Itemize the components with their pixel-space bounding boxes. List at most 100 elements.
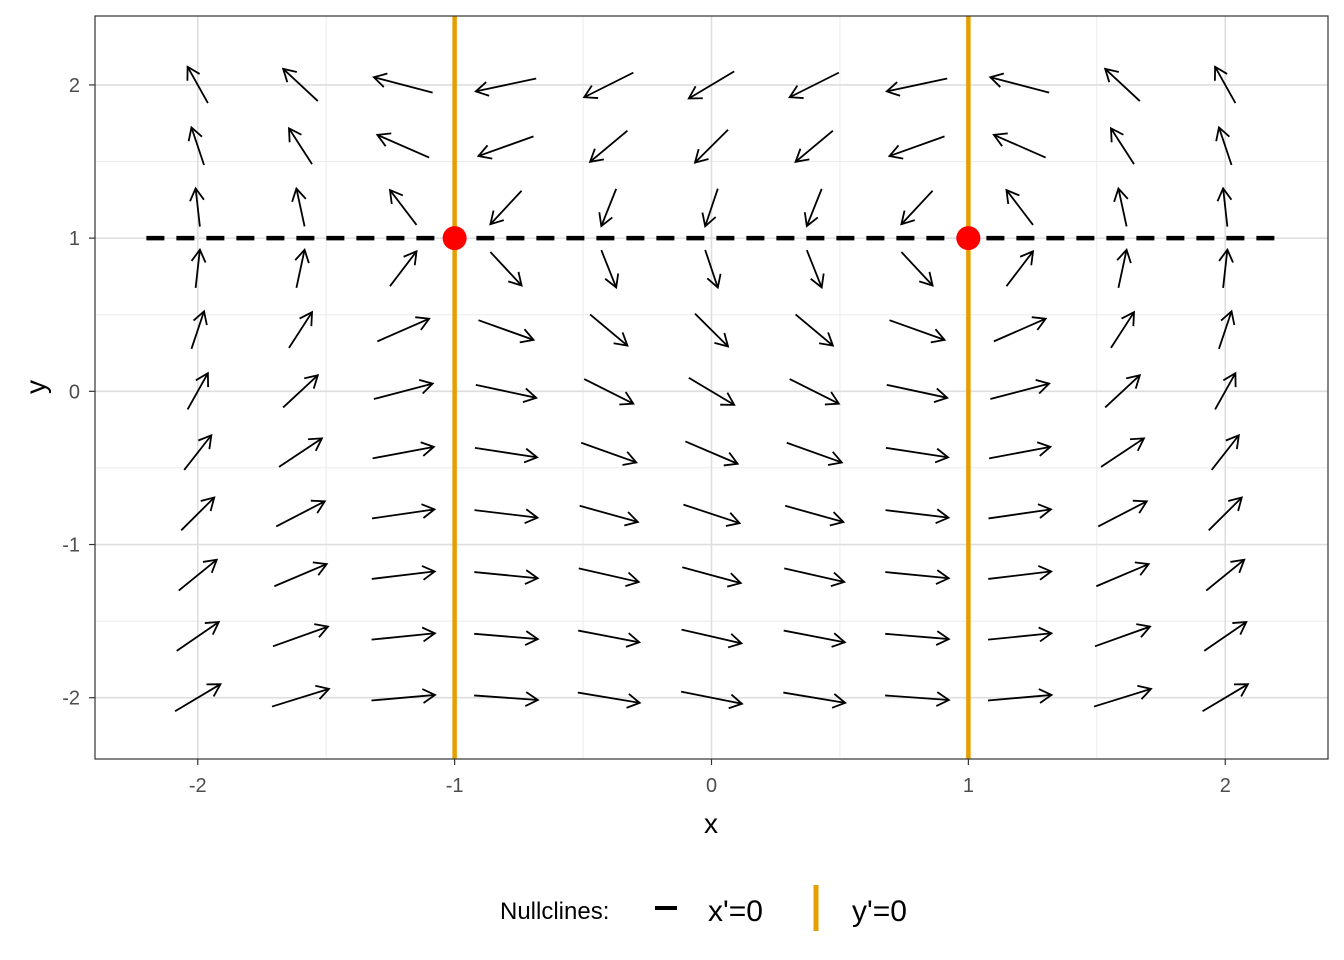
y-axis: -2 -1 0 1 2 (62, 75, 95, 710)
vector-arrow (900, 251, 934, 287)
vector-arrow (489, 190, 523, 226)
vector-arrow (805, 249, 825, 290)
equilibrium-point (442, 226, 467, 251)
legend-label-y-nullcline: y'=0 (852, 895, 907, 928)
vector-arrow (784, 504, 846, 527)
vector-arrow (1208, 496, 1244, 531)
vector-arrow (701, 188, 719, 228)
vector-arrow (1109, 126, 1135, 165)
vector-arrow (889, 319, 947, 344)
vector-arrow (474, 630, 540, 646)
vector-arrow (275, 499, 327, 528)
vector-arrow (190, 309, 208, 350)
vector-arrow (1203, 620, 1248, 652)
vector-arrow (388, 188, 418, 226)
vector-arrow (794, 129, 834, 163)
vector-arrow (1110, 310, 1136, 349)
vector-arrow (885, 691, 951, 707)
vector-arrow (474, 77, 537, 97)
vector-arrow (1095, 561, 1151, 588)
vector-arrow (291, 186, 307, 227)
vector-arrow (294, 248, 310, 288)
vector-arrow (186, 371, 209, 410)
vector-arrow (577, 691, 642, 709)
vector-arrow (1218, 247, 1234, 288)
vector-arrow (1104, 373, 1142, 409)
equilibrium-point (956, 226, 981, 251)
vector-arrow (885, 630, 951, 646)
vector-arrow (990, 379, 1051, 400)
vector-arrow (788, 71, 840, 99)
y-tick-label: -1 (62, 535, 80, 557)
vector-arrow (287, 126, 313, 165)
x-tick-label: -1 (446, 775, 464, 797)
vector-arrow (1103, 67, 1141, 102)
vector-arrow (579, 504, 640, 527)
vector-arrow (885, 446, 950, 464)
vector-arrow (281, 67, 319, 102)
vector-arrow (1218, 309, 1236, 350)
vector-arrow (174, 683, 223, 713)
vector-arrow (993, 316, 1048, 343)
vector-arrow (1202, 683, 1250, 713)
x-axis: -2 -1 0 1 2 (189, 759, 1231, 797)
vector-arrow (680, 690, 744, 710)
vector-arrow (476, 135, 534, 160)
vector-arrow (474, 508, 540, 524)
y-tick-label: 1 (69, 228, 80, 250)
vector-arrow (278, 437, 324, 468)
vector-arrow (578, 567, 641, 587)
vector-arrow (1214, 65, 1237, 104)
y-tick-label: -2 (62, 688, 80, 710)
vector-arrow (886, 383, 949, 403)
vector-arrow (583, 378, 635, 406)
vector-arrow (687, 70, 735, 100)
vector-arrow (371, 626, 437, 643)
vector-arrow (900, 190, 934, 226)
vector-arrow (885, 77, 948, 97)
vector-arrow (682, 566, 743, 588)
y-tick-label: 0 (69, 381, 80, 403)
vector-arrow (588, 129, 628, 163)
vector-arrow (885, 569, 951, 585)
vector-arrow (186, 65, 209, 104)
vector-arrow (1005, 188, 1034, 226)
vector-arrow (688, 377, 736, 406)
vector-arrow (1097, 499, 1149, 528)
vector-arrow (1214, 371, 1237, 410)
vector-arrow (376, 316, 431, 343)
legend: Nullclines: x'=0 y'=0 (500, 885, 907, 931)
vector-arrow (489, 251, 523, 287)
vector-arrow (795, 313, 835, 347)
vector-arrow (1093, 684, 1153, 708)
vector-arrow (371, 688, 437, 704)
vector-arrow (273, 561, 329, 588)
vector-arrow (372, 72, 433, 94)
vector-arrow (189, 186, 205, 227)
vector-arrow (272, 623, 330, 648)
vector-arrow (784, 567, 847, 587)
vector-arrow (887, 135, 945, 160)
vector-arrow (478, 319, 536, 344)
x-tick-label: 1 (963, 775, 974, 797)
vector-arrow (988, 503, 1053, 520)
vector-arrow (1216, 186, 1233, 227)
vector-arrow (183, 433, 213, 471)
y-axis-title: y (20, 380, 51, 394)
vector-arrow (389, 249, 418, 287)
vector-arrow (474, 691, 540, 707)
vector-arrow (681, 628, 744, 649)
vector-arrow (578, 629, 642, 648)
vector-arrow (580, 441, 638, 466)
vector-arrow (693, 129, 729, 164)
vector-arrow (178, 558, 219, 592)
vector-arrow (282, 373, 320, 409)
x-axis-title: x (704, 808, 718, 839)
vector-arrow (176, 620, 221, 652)
vector-arrow (1210, 433, 1240, 471)
vector-arrow (694, 312, 730, 348)
vector-arrow (598, 188, 618, 228)
equilibrium-points (442, 226, 981, 251)
vector-arrow (1205, 558, 1246, 592)
vector-arrow (1215, 125, 1233, 166)
